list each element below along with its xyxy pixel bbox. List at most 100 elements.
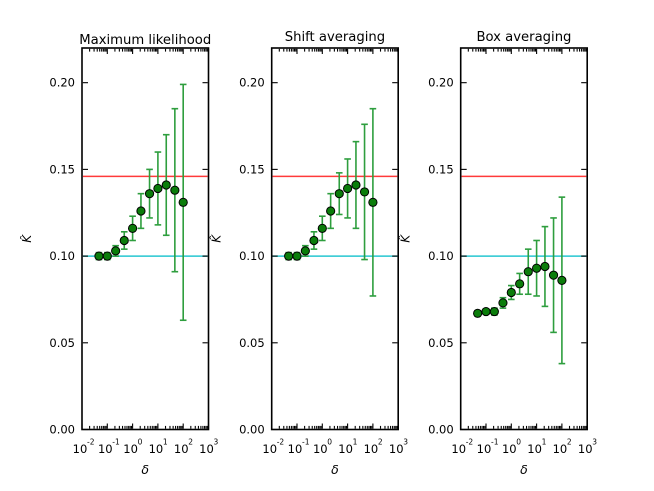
x-tick-exponent: 0 [138, 438, 143, 447]
x-tick-label: 10 [389, 442, 404, 456]
x-tick-exponent: 1 [542, 438, 547, 447]
y-tick-label: 0.05 [428, 336, 454, 350]
x-axis-label: δ [141, 462, 149, 477]
data-point [284, 251, 294, 261]
y-tick-label: 0.05 [49, 336, 75, 350]
data-point [532, 263, 542, 273]
y-tick-label: 0.20 [49, 76, 75, 90]
x-tick-label: 10 [451, 442, 466, 456]
y-tick-label: 0.00 [428, 423, 454, 437]
subplot-title: Box averaging [476, 30, 571, 45]
x-tick-label: 10 [199, 442, 214, 456]
y-axis-label: K̂ [399, 234, 413, 243]
data-point [515, 279, 525, 289]
data-point [368, 197, 378, 207]
data-point [144, 189, 155, 199]
x-tick-label: 10 [174, 442, 189, 456]
x-tick-exponent: -2 [87, 438, 95, 447]
x-axis-label: δ [520, 462, 528, 477]
x-tick-exponent: 2 [567, 438, 572, 447]
y-tick-label: 0.10 [49, 249, 75, 263]
data-point [309, 235, 319, 246]
x-tick-label: 10 [288, 442, 303, 456]
data-point [170, 185, 180, 195]
x-tick-exponent: 3 [214, 438, 219, 447]
data-point [102, 251, 112, 261]
data-point [548, 270, 559, 280]
x-tick-label: 10 [578, 442, 593, 456]
data-point [94, 251, 104, 261]
data-point [351, 180, 361, 190]
data-point [481, 306, 491, 317]
x-tick-label: 10 [73, 442, 88, 456]
data-point [161, 180, 171, 190]
data-point [359, 187, 370, 197]
x-tick-exponent: 2 [378, 438, 383, 447]
y-tick-label: 0.15 [49, 162, 75, 176]
x-tick-exponent: 3 [592, 438, 597, 447]
x-tick-label: 10 [527, 442, 542, 456]
x-tick-exponent: -1 [302, 438, 310, 447]
data-point [128, 223, 138, 233]
y-tick-label: 0.15 [428, 162, 454, 176]
axes-frame [459, 47, 589, 431]
axes-frame [81, 47, 210, 431]
x-tick-label: 10 [502, 442, 517, 456]
data-point [178, 197, 188, 207]
x-tick-label: 10 [553, 442, 568, 456]
x-tick-label: 10 [262, 442, 277, 456]
x-axis-label: δ [331, 462, 339, 477]
y-tick-label: 0.15 [239, 162, 265, 176]
data-point [334, 189, 344, 199]
x-tick-exponent: 1 [163, 438, 168, 447]
x-tick-exponent: 2 [188, 438, 193, 447]
x-tick-label: 10 [338, 442, 353, 456]
y-axis-label: K̂ [210, 234, 224, 243]
y-tick-label: 0.00 [49, 423, 75, 437]
axis-ticks [460, 48, 588, 431]
data-point [506, 287, 516, 298]
data-point [523, 267, 533, 277]
subplot-title: Maximum likelihood [79, 33, 211, 48]
x-tick-exponent: -2 [466, 438, 474, 447]
x-tick-label: 10 [123, 442, 138, 456]
y-tick-label: 0.10 [428, 249, 454, 263]
y-tick-label: 0.20 [428, 76, 454, 90]
x-tick-label: 10 [364, 442, 379, 456]
data-point [317, 223, 327, 233]
x-tick-exponent: -1 [112, 438, 120, 447]
axis-ticks [271, 48, 399, 431]
x-tick-label: 10 [313, 442, 328, 456]
data-point [111, 246, 121, 256]
x-tick-exponent: -2 [277, 438, 285, 447]
data-point [136, 206, 146, 216]
x-tick-exponent: 3 [403, 438, 408, 447]
x-tick-exponent: 0 [516, 438, 521, 447]
x-tick-exponent: 0 [327, 438, 332, 447]
y-tick-label: 0.20 [239, 76, 265, 90]
data-point [498, 298, 508, 308]
x-tick-label: 10 [149, 442, 164, 456]
data-point [292, 251, 302, 261]
data-point [540, 261, 550, 272]
x-tick-label: 10 [477, 442, 492, 456]
data-point [119, 235, 129, 246]
x-tick-exponent: 1 [353, 438, 358, 447]
x-tick-exponent: -1 [491, 438, 499, 447]
data-point [300, 246, 310, 256]
data-point [489, 306, 499, 317]
y-tick-label: 0.05 [239, 336, 265, 350]
subplot-title: Shift averaging [285, 30, 385, 45]
data-point [326, 206, 336, 216]
data-point [343, 183, 353, 194]
x-tick-label: 10 [98, 442, 113, 456]
y-axis-label: K̂ [20, 234, 34, 243]
data-point [153, 183, 163, 194]
y-tick-label: 0.00 [239, 423, 265, 437]
axis-ticks [81, 48, 210, 431]
